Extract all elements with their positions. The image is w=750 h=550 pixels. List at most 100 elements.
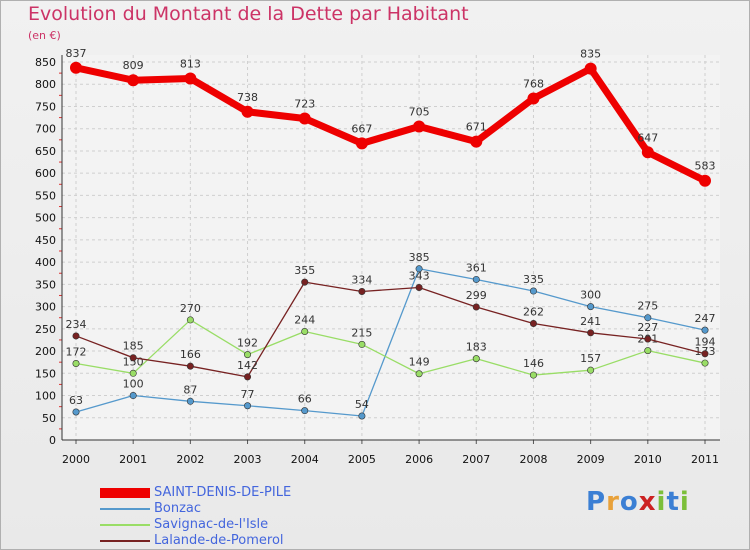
legend-item: Savignac-de-l'Isle bbox=[100, 517, 291, 533]
x-tick-label: 2001 bbox=[119, 453, 147, 466]
data-point bbox=[701, 359, 709, 367]
legend-label: SAINT-DENIS-DE-PILE bbox=[154, 485, 292, 500]
series-line bbox=[75, 281, 706, 378]
data-point bbox=[70, 61, 82, 74]
data-label: 77 bbox=[241, 388, 255, 401]
data-point bbox=[701, 326, 709, 334]
data-label: 244 bbox=[294, 313, 315, 326]
data-label: 146 bbox=[523, 357, 544, 370]
data-label: 299 bbox=[466, 289, 487, 302]
y-tick-label: 200 bbox=[35, 345, 56, 358]
data-point bbox=[413, 120, 426, 133]
data-point bbox=[129, 392, 137, 400]
data-point bbox=[699, 174, 711, 187]
y-tick-label: 350 bbox=[35, 278, 56, 291]
data-label: 723 bbox=[294, 97, 315, 110]
data-label: 300 bbox=[580, 289, 601, 302]
chart-title: Evolution du Montant de la Dette par Hab… bbox=[28, 3, 469, 25]
legend-swatch bbox=[100, 540, 150, 542]
x-tick-label: 2002 bbox=[176, 453, 204, 466]
data-point bbox=[527, 92, 540, 105]
data-label: 583 bbox=[695, 160, 716, 173]
data-label: 185 bbox=[123, 340, 144, 353]
data-label: 192 bbox=[237, 337, 258, 350]
legend-item: Lalande-de-Pomerol bbox=[100, 533, 291, 549]
data-label: 385 bbox=[409, 251, 430, 264]
legend-swatch bbox=[100, 508, 150, 510]
y-tick-label: 700 bbox=[35, 123, 56, 136]
data-point bbox=[186, 316, 194, 324]
legend-label: Bonzac bbox=[154, 501, 202, 516]
data-point bbox=[244, 402, 252, 410]
data-label: 172 bbox=[66, 346, 87, 359]
data-label: 343 bbox=[409, 269, 430, 282]
data-point bbox=[72, 408, 80, 416]
data-point bbox=[584, 62, 597, 75]
data-point bbox=[244, 351, 252, 359]
y-tick-label: 100 bbox=[35, 390, 56, 403]
data-point bbox=[529, 371, 537, 379]
data-label: 63 bbox=[69, 394, 83, 407]
legend-label: Savignac-de-l'Isle bbox=[154, 517, 269, 532]
y-tick-label: 450 bbox=[35, 234, 56, 247]
data-label: 705 bbox=[409, 105, 430, 118]
data-label: 183 bbox=[466, 341, 487, 354]
y-tick-label: 50 bbox=[42, 412, 56, 425]
data-label: 335 bbox=[523, 273, 544, 286]
proxiti-logo: Proxiti bbox=[586, 487, 690, 517]
data-label: 667 bbox=[351, 122, 372, 135]
data-point bbox=[127, 74, 140, 87]
data-label: 234 bbox=[66, 318, 87, 331]
data-label: 835 bbox=[580, 48, 601, 61]
data-label: 275 bbox=[637, 300, 658, 313]
data-label: 671 bbox=[466, 121, 487, 134]
x-tick-label: 2004 bbox=[291, 453, 319, 466]
legend-item: Bonzac bbox=[100, 501, 291, 517]
x-tick-label: 2008 bbox=[519, 453, 547, 466]
y-tick-label: 0 bbox=[49, 434, 56, 447]
data-label: 215 bbox=[351, 326, 372, 339]
data-label: 100 bbox=[123, 378, 144, 391]
series-line bbox=[75, 268, 706, 417]
data-label: 738 bbox=[237, 91, 258, 104]
data-label: 54 bbox=[355, 398, 369, 411]
y-tick-label: 500 bbox=[35, 212, 56, 225]
data-label: 262 bbox=[523, 305, 544, 318]
data-point bbox=[472, 303, 480, 311]
data-point bbox=[415, 265, 423, 273]
data-label: 142 bbox=[237, 359, 258, 372]
data-point bbox=[241, 105, 254, 118]
x-tick-label: 2006 bbox=[405, 453, 433, 466]
data-label: 361 bbox=[466, 261, 487, 274]
data-point bbox=[415, 370, 423, 378]
data-point bbox=[644, 347, 652, 355]
data-point bbox=[529, 319, 537, 327]
data-point bbox=[184, 72, 197, 85]
data-point bbox=[355, 137, 368, 150]
data-label: 227 bbox=[637, 321, 658, 334]
data-label: 647 bbox=[637, 131, 658, 144]
data-label: 87 bbox=[183, 383, 197, 396]
data-label: 355 bbox=[294, 264, 315, 277]
data-label: 194 bbox=[695, 336, 716, 349]
data-label: 768 bbox=[523, 77, 544, 90]
x-tick-label: 2003 bbox=[234, 453, 262, 466]
legend-swatch bbox=[100, 524, 150, 526]
data-point bbox=[186, 397, 194, 405]
data-label: 149 bbox=[409, 356, 430, 369]
data-label: 241 bbox=[580, 315, 601, 328]
data-point bbox=[244, 373, 252, 381]
data-label: 334 bbox=[351, 273, 372, 286]
data-label: 247 bbox=[695, 312, 716, 325]
y-tick-label: 150 bbox=[35, 367, 56, 380]
y-tick-label: 750 bbox=[35, 100, 56, 113]
data-point bbox=[641, 146, 654, 159]
data-point bbox=[298, 112, 311, 125]
data-point bbox=[301, 327, 309, 335]
y-tick-label: 850 bbox=[35, 56, 56, 69]
data-point bbox=[472, 355, 480, 363]
series-line bbox=[75, 64, 707, 184]
x-tick-label: 2007 bbox=[462, 453, 490, 466]
data-point bbox=[358, 287, 366, 295]
